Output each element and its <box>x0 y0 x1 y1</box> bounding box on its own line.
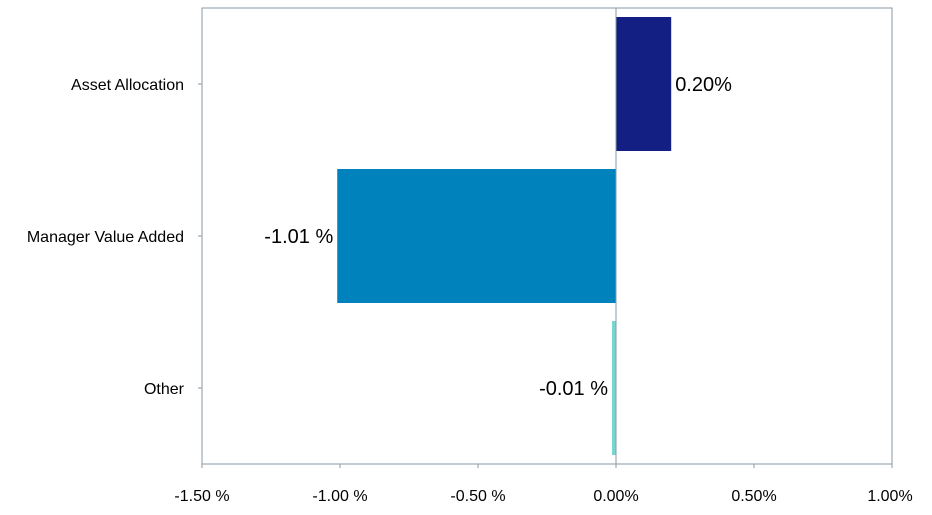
bar-other <box>612 321 616 455</box>
x-tick-label: -1.00 % <box>312 488 367 505</box>
bars-layer <box>337 17 672 455</box>
x-tick-label: 0.00% <box>593 488 638 505</box>
x-axis-ticks: -1.50 % -1.00 % -0.50 % 0.00% 0.50% 1.00% <box>174 464 913 505</box>
y-tick-label-other: Other <box>144 381 185 398</box>
data-label-manager-value-added: -1.01 % <box>264 226 333 248</box>
y-axis-ticks: Asset Allocation Manager Value Added Other <box>27 77 202 398</box>
data-labels-layer: 0.20% -1.01 % -0.01 % <box>264 74 732 400</box>
x-tick-label: -0.50 % <box>450 488 505 505</box>
x-tick-label: 0.50% <box>731 488 776 505</box>
data-label-asset-allocation: 0.20% <box>675 74 732 96</box>
data-label-other: -0.01 % <box>539 378 608 400</box>
x-tick-label: -1.50 % <box>174 488 229 505</box>
y-tick-label-asset-allocation: Asset Allocation <box>71 77 184 94</box>
x-tick-label: 1.00% <box>867 488 912 505</box>
bar-manager-value-added <box>337 169 616 303</box>
y-tick-label-manager-value-added: Manager Value Added <box>27 229 184 246</box>
bar-asset-allocation <box>616 17 672 151</box>
